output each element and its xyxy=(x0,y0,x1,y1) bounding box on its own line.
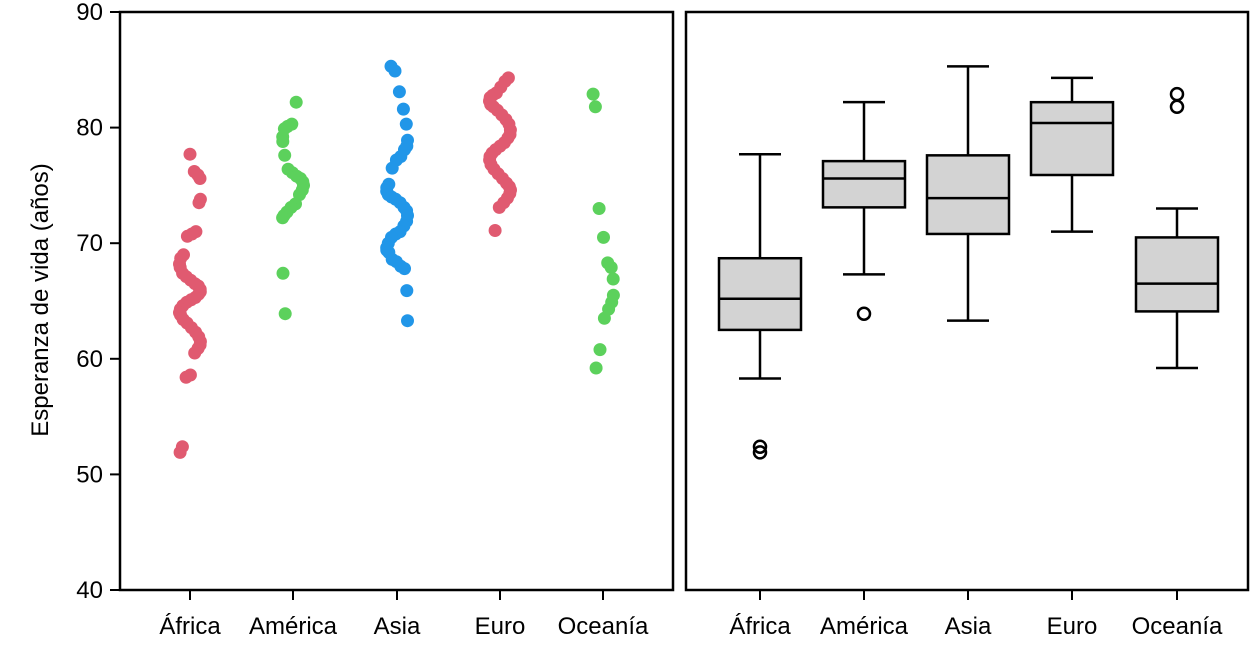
data-point xyxy=(586,87,600,101)
data-point xyxy=(180,229,194,243)
data-point xyxy=(276,211,290,225)
x-tick-label: Asia xyxy=(374,613,421,640)
data-point xyxy=(183,147,197,161)
data-point xyxy=(589,361,603,375)
data-point xyxy=(604,261,618,274)
x-tick-label: Euro xyxy=(1047,613,1098,640)
box-iqr xyxy=(1134,236,1220,313)
data-point xyxy=(192,196,206,210)
data-point xyxy=(597,230,610,244)
x-tick-label: África xyxy=(729,613,791,640)
box-iqr xyxy=(1029,100,1115,177)
box-iqr xyxy=(925,154,1011,236)
box-iqr xyxy=(821,159,907,209)
scatter-panel: 40 50 60 70 80 90 África América Asia Euro Oceanía xyxy=(76,0,675,640)
data-point xyxy=(188,346,202,360)
boxplot-panel: África América Asia Euro Oceanía xyxy=(684,10,1250,640)
y-tick-label: 80 xyxy=(76,115,103,142)
x-tick-label: América xyxy=(820,613,909,640)
data-point xyxy=(492,200,506,214)
data-point xyxy=(588,100,602,114)
y-tick-label: 70 xyxy=(76,230,103,257)
x-tick-label: África xyxy=(159,613,221,640)
data-point xyxy=(401,314,414,328)
data-point xyxy=(278,307,292,321)
data-point xyxy=(179,370,193,384)
x-tick-label: Oceanía xyxy=(558,613,649,640)
data-point xyxy=(193,172,207,185)
box-iqr xyxy=(717,256,803,332)
data-point xyxy=(400,284,414,298)
data-point xyxy=(276,135,290,148)
y-tick-label: 60 xyxy=(76,346,103,373)
x-tick-label: América xyxy=(249,613,338,640)
data-point xyxy=(278,148,292,162)
outlier-point xyxy=(752,445,768,460)
x-tick-label: Euro xyxy=(475,613,526,640)
y-axis-title: Esperanza de vida (años) xyxy=(27,163,54,437)
data-point xyxy=(592,202,606,215)
x-tick-label: Oceanía xyxy=(1132,613,1223,640)
outlier-point xyxy=(1169,86,1185,102)
data-point xyxy=(385,161,399,175)
data-point xyxy=(398,262,411,276)
outlier-point xyxy=(752,439,768,454)
data-point xyxy=(597,311,611,325)
y-tick-label: 90 xyxy=(76,0,103,26)
outlier-point xyxy=(856,306,872,321)
data-point xyxy=(488,224,502,237)
data-point xyxy=(173,445,187,459)
data-point xyxy=(399,117,413,131)
outlier-point xyxy=(1169,99,1185,115)
data-point xyxy=(593,343,607,357)
data-point xyxy=(388,64,402,78)
y-tick-label: 50 xyxy=(76,461,103,488)
data-point xyxy=(276,266,290,280)
data-point xyxy=(396,102,410,116)
data-point xyxy=(392,85,406,99)
data-point xyxy=(289,95,303,109)
y-tick-label: 40 xyxy=(76,577,103,604)
data-point xyxy=(606,272,620,286)
x-tick-label: Asia xyxy=(945,613,992,640)
